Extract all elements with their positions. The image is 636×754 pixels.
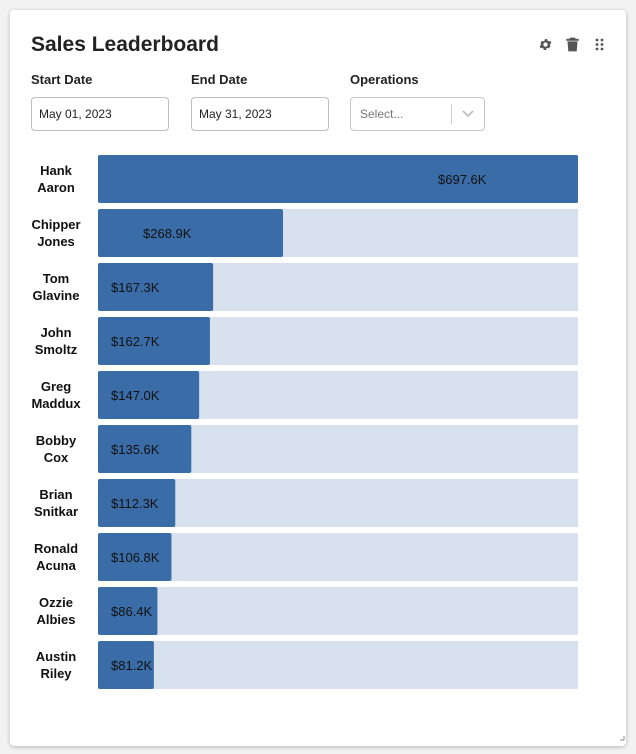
resize-handle-icon[interactable] bbox=[620, 736, 625, 741]
bar[interactable] bbox=[98, 479, 176, 527]
sales-leaderboard-card: Sales Leaderboard Start Date End Date Op… bbox=[10, 10, 626, 746]
trash-icon bbox=[566, 37, 579, 52]
operations-label: Operations bbox=[350, 72, 419, 87]
settings-button[interactable] bbox=[537, 36, 554, 53]
value-label: $135.6K bbox=[111, 442, 160, 457]
bar[interactable] bbox=[98, 641, 154, 689]
card-title: Sales Leaderboard bbox=[31, 33, 219, 56]
bar-track bbox=[98, 533, 578, 581]
category-label: Ronald Acuna bbox=[34, 541, 78, 573]
category-label: Austin Riley bbox=[36, 649, 77, 681]
start-date-input[interactable] bbox=[31, 97, 169, 131]
operations-select[interactable]: Select... bbox=[350, 97, 485, 131]
end-date-input[interactable] bbox=[191, 97, 329, 131]
category-label: Bobby Cox bbox=[36, 433, 77, 465]
value-label: $106.8K bbox=[111, 550, 160, 565]
bar[interactable] bbox=[98, 587, 158, 635]
drag-handle-icon bbox=[595, 38, 604, 51]
select-separator bbox=[451, 104, 452, 124]
value-label: $268.9K bbox=[143, 226, 192, 241]
chevron-down-icon[interactable] bbox=[452, 110, 484, 118]
category-label: Tom Glavine bbox=[33, 271, 80, 303]
category-label: Chipper Jones bbox=[31, 217, 80, 249]
value-label: $167.3K bbox=[111, 280, 160, 295]
bar-track bbox=[98, 587, 578, 635]
value-label: $147.0K bbox=[111, 388, 160, 403]
bar[interactable] bbox=[98, 371, 200, 419]
bar-track bbox=[98, 641, 578, 689]
value-label: $697.6K bbox=[438, 172, 487, 187]
card-toolbar bbox=[537, 36, 608, 53]
bar[interactable] bbox=[98, 533, 172, 581]
operations-select-placeholder: Select... bbox=[360, 107, 404, 121]
bar[interactable] bbox=[98, 425, 192, 473]
bar[interactable] bbox=[98, 155, 578, 203]
gear-icon bbox=[539, 39, 552, 50]
leaderboard-bar-chart: Hank Aaron $697.6K Chipper Jones $268.9K Tom Gl… bbox=[31, 155, 625, 741]
category-label: Ozzie Albies bbox=[36, 595, 75, 627]
drag-handle[interactable] bbox=[591, 36, 608, 53]
value-label: $86.4K bbox=[111, 604, 153, 619]
bar[interactable] bbox=[98, 263, 214, 311]
bar[interactable] bbox=[98, 209, 284, 257]
start-date-label: Start Date bbox=[31, 72, 93, 87]
end-date-label: End Date bbox=[191, 72, 248, 87]
category-label: Hank Aaron bbox=[37, 163, 75, 195]
value-label: $81.2K bbox=[111, 658, 153, 673]
value-label: $162.7K bbox=[111, 334, 160, 349]
bar-track bbox=[98, 479, 578, 527]
category-label: John Smoltz bbox=[35, 325, 78, 357]
delete-button[interactable] bbox=[564, 36, 581, 53]
category-label: Greg Maddux bbox=[31, 379, 81, 411]
bar[interactable] bbox=[98, 317, 210, 365]
category-label: Brian Snitkar bbox=[34, 487, 78, 519]
value-label: $112.3K bbox=[111, 496, 159, 511]
